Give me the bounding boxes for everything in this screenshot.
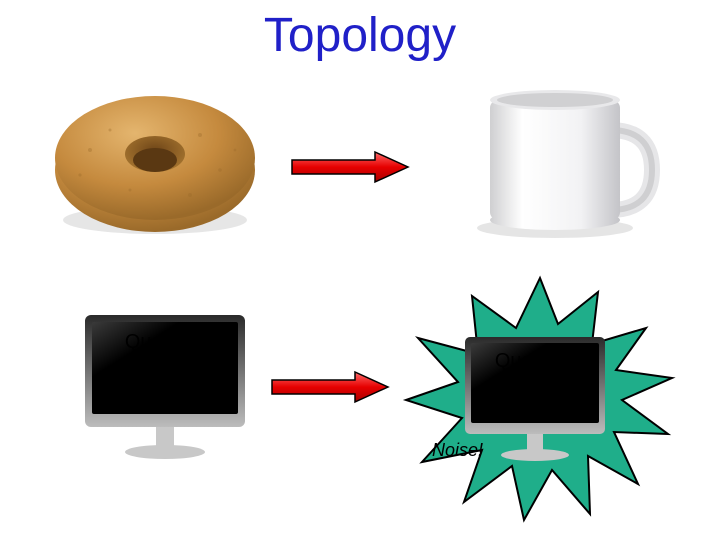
arrow-top: [290, 150, 410, 189]
qc-label-right: Quantum Computer: [476, 350, 596, 396]
mug-image: [460, 80, 660, 240]
page-title: Topology: [264, 8, 456, 63]
noise-label: Noise!: [432, 440, 483, 461]
qc-label-left: Quantum Computer: [106, 331, 226, 377]
title-text: Topology: [264, 9, 456, 62]
arrow-bottom: [270, 370, 390, 409]
donut-image: [40, 80, 270, 240]
